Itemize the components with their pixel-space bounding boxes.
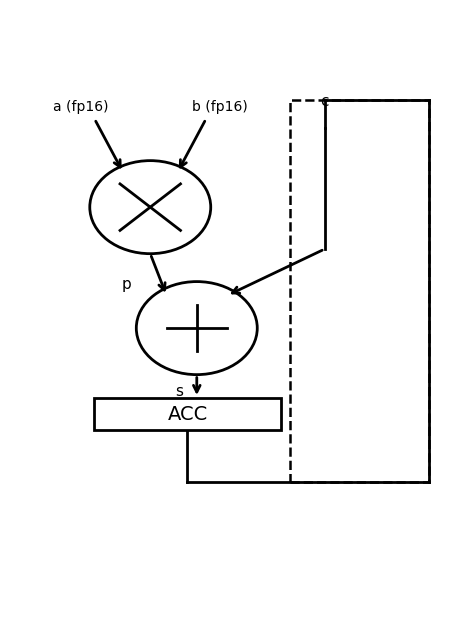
Ellipse shape [136,282,257,374]
Text: s: s [175,384,183,399]
Bar [290,100,430,482]
Bar [95,398,280,430]
Text: a (fp16): a (fp16) [53,100,108,114]
Text: b (fp16): b (fp16) [192,100,248,114]
Text: p: p [122,277,132,292]
Text: c: c [321,95,329,110]
Text: ACC: ACC [168,405,208,423]
Ellipse shape [90,160,211,254]
